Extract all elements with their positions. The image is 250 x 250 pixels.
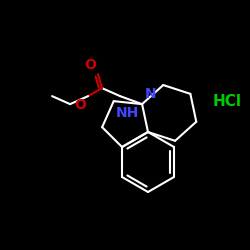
Text: N: N bbox=[145, 87, 157, 101]
Text: O: O bbox=[84, 58, 96, 72]
Text: O: O bbox=[74, 98, 86, 112]
Text: HCl: HCl bbox=[213, 94, 242, 110]
Text: NH: NH bbox=[116, 106, 139, 120]
